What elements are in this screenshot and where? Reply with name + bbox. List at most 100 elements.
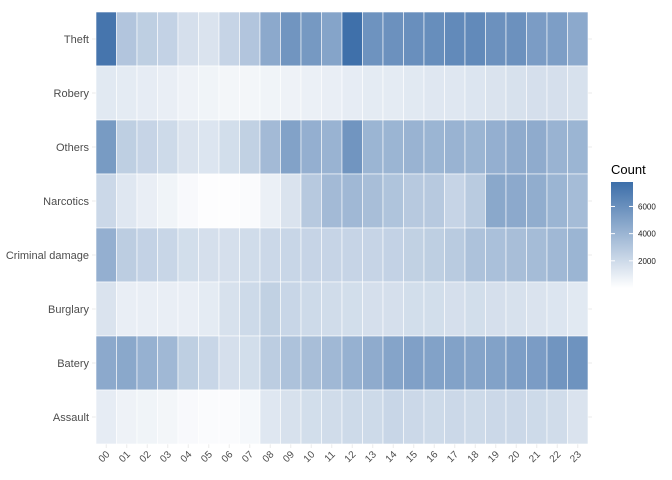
heatmap-cell	[546, 119, 568, 175]
heatmap-cell	[526, 173, 548, 229]
heatmap-cell	[300, 11, 322, 67]
heatmap-cell	[157, 173, 179, 229]
heatmap-cell	[259, 335, 281, 391]
heatmap-cell	[382, 227, 404, 283]
heatmap-cell	[136, 119, 158, 175]
x-tick-label: 00	[97, 449, 113, 465]
heatmap-cell	[95, 119, 117, 175]
y-tick-label: Assault	[53, 412, 89, 424]
y-tick-label: Theft	[64, 34, 89, 46]
heatmap-cell	[280, 65, 302, 121]
y-axis-tick-labels: Theft Robery Others Narcotics Criminal damag…	[6, 34, 90, 424]
legend-tick-label: 2000	[638, 257, 656, 266]
heatmap-cell	[485, 11, 507, 67]
heatmap-cell	[526, 281, 548, 337]
heatmap-cell	[321, 65, 343, 121]
heatmap-cell	[239, 281, 261, 337]
heatmap-cell	[485, 173, 507, 229]
heatmap-cell	[280, 227, 302, 283]
heatmap-cell	[177, 335, 199, 391]
heatmap-cell	[177, 173, 199, 229]
heatmap-cell	[382, 11, 404, 67]
heatmap-cell	[423, 335, 445, 391]
heatmap-cell	[403, 119, 425, 175]
heatmap-cell	[403, 11, 425, 67]
heatmap-cell	[300, 281, 322, 337]
heatmap-cell	[567, 11, 589, 67]
heatmap-cell	[321, 389, 343, 445]
heatmap-cell	[95, 389, 117, 445]
y-tick-label: Others	[56, 142, 90, 154]
x-tick-label: 01	[117, 449, 133, 465]
x-tick-label: 03	[158, 449, 174, 465]
heatmap-cell	[259, 119, 281, 175]
heatmap-cell	[444, 173, 466, 229]
heatmap-cell	[259, 65, 281, 121]
x-tick-label: 07	[240, 449, 256, 465]
heatmap-cell	[567, 389, 589, 445]
heatmap-cell	[567, 281, 589, 337]
heatmap-cell	[116, 281, 138, 337]
heatmap-cell	[444, 11, 466, 67]
heatmap-cell	[505, 11, 527, 67]
x-tick-label: 18	[466, 449, 482, 465]
heatmap-cell	[239, 335, 261, 391]
heatmap-cell	[444, 119, 466, 175]
heatmap-cell	[464, 227, 486, 283]
heatmap-cell	[546, 227, 568, 283]
x-tick-label: 22	[548, 449, 564, 465]
heatmap-cell	[198, 335, 220, 391]
heatmap-cell	[362, 389, 384, 445]
heatmap-cell	[485, 335, 507, 391]
heatmap-cell	[157, 281, 179, 337]
heatmap-cell	[157, 119, 179, 175]
heatmap-cell	[321, 227, 343, 283]
x-tick-label: 23	[568, 449, 584, 465]
heatmap-cell	[300, 173, 322, 229]
heatmap-cell	[423, 65, 445, 121]
heatmap-cell	[259, 389, 281, 445]
x-tick-label: 17	[445, 449, 461, 465]
heatmap-cell	[198, 389, 220, 445]
heatmap-cell	[341, 389, 363, 445]
heatmap-cell	[239, 389, 261, 445]
heatmap-cell	[218, 11, 240, 67]
heatmap-cell	[116, 65, 138, 121]
heatmap-cell	[280, 11, 302, 67]
x-tick-label: 16	[425, 449, 441, 465]
heatmap-cell	[362, 335, 384, 391]
heatmap-cell	[198, 11, 220, 67]
x-tick-label: 05	[199, 449, 215, 465]
heatmap-cell	[157, 65, 179, 121]
heatmap-cell	[218, 173, 240, 229]
heatmap-cell	[280, 335, 302, 391]
heatmap-cell	[116, 119, 138, 175]
heatmap-cell	[382, 65, 404, 121]
x-tick-label: 04	[179, 449, 195, 465]
heatmap-cell	[526, 11, 548, 67]
heatmap-cell	[546, 173, 568, 229]
heatmap-cell	[526, 119, 548, 175]
heatmap-cell	[280, 119, 302, 175]
heatmap-cell	[321, 119, 343, 175]
x-tick-label: 14	[384, 449, 400, 465]
heatmap-cell	[444, 335, 466, 391]
heatmap-cell	[218, 119, 240, 175]
heatmap-cell	[464, 173, 486, 229]
heatmap-cell	[280, 389, 302, 445]
heatmap-cell	[341, 65, 363, 121]
heatmap-cell	[157, 11, 179, 67]
heatmap-cell	[403, 173, 425, 229]
heatmap-cell	[382, 281, 404, 337]
heatmap-cell	[526, 227, 548, 283]
heatmap-cell	[259, 227, 281, 283]
heatmap-cell	[136, 65, 158, 121]
heatmap-cell	[567, 119, 589, 175]
y-tick-label: Criminal damage	[6, 250, 89, 262]
heatmap-cell	[403, 65, 425, 121]
heatmap-cell	[341, 281, 363, 337]
heatmap-cell	[382, 119, 404, 175]
heatmap-cell	[116, 389, 138, 445]
heatmap-cell	[485, 389, 507, 445]
